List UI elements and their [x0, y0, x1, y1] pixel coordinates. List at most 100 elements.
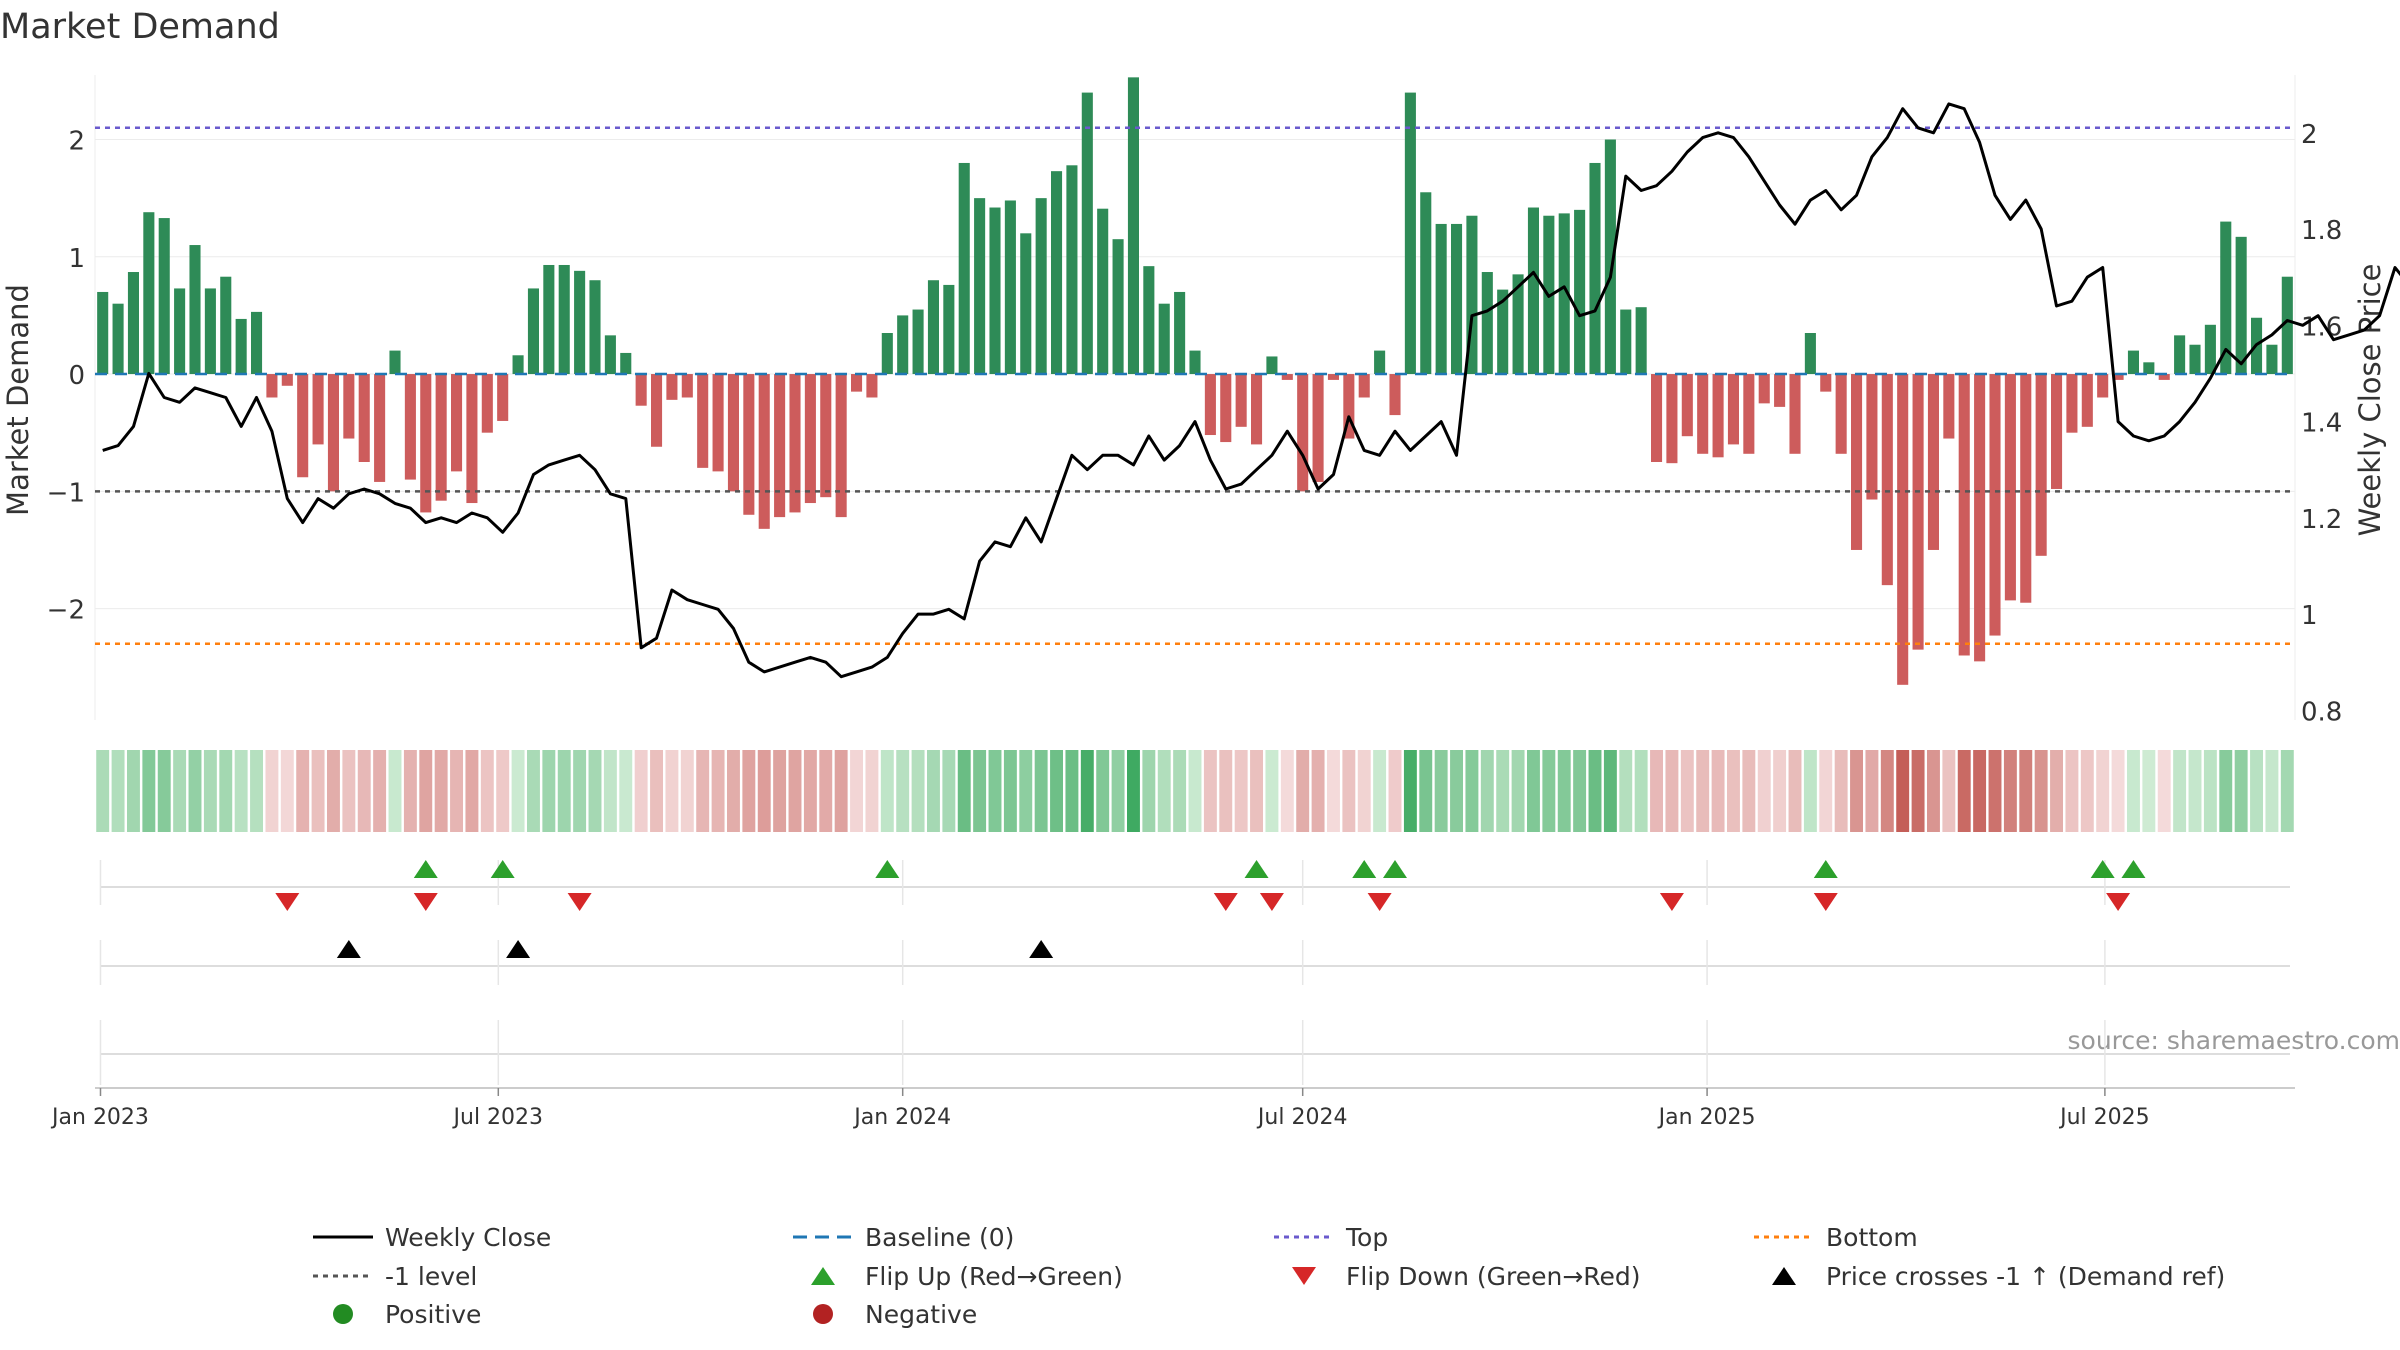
heat-cell [1557, 750, 1571, 832]
heat-cell [465, 750, 479, 832]
heat-cell [1450, 750, 1463, 832]
negative-bar [1820, 374, 1832, 392]
heat-cell [2219, 750, 2233, 832]
positive-bar [1020, 233, 1032, 375]
negative-bar [420, 374, 432, 513]
negative-bar [1927, 374, 1939, 550]
negative-bar [2081, 374, 2093, 427]
flip-up-marker [875, 860, 900, 878]
positive-bar [2189, 344, 2201, 375]
positive-bar [574, 270, 586, 375]
heat-cell [2142, 750, 2156, 832]
negative-bar [2112, 374, 2124, 380]
heat-cell [957, 750, 971, 832]
y-right-tick: 1.2 [2301, 505, 2342, 535]
x-axis: Jan 2023 Jul 2023 Jan 2024 Jul 2024 Jan 2025… [50, 1088, 2150, 1130]
heat-cell [1496, 750, 1510, 832]
heat-cell [1942, 750, 1956, 832]
legend-label: Baseline (0) [865, 1223, 1014, 1252]
negative-bar [374, 374, 386, 482]
heat-cell [773, 750, 787, 832]
negative-bar [697, 374, 709, 468]
heat-cell [1957, 750, 1971, 832]
heat-cell [896, 750, 910, 832]
negative-bar [1989, 374, 2001, 636]
heat-cell [496, 750, 510, 832]
negative-bar [2097, 374, 2109, 398]
heat-cell [988, 750, 1002, 832]
positive-bar [1481, 272, 1493, 375]
negative-bar [1204, 374, 1216, 436]
negative-bar [1866, 374, 1878, 500]
legend: Weekly Close Baseline (0) Top Bottom -1 leve… [313, 1223, 2225, 1329]
heat-cell [434, 750, 448, 832]
heat-cell [373, 750, 387, 832]
heat-cell [1173, 750, 1187, 832]
positive-bar [1081, 92, 1093, 375]
heat-cell [1311, 750, 1325, 832]
negative-bar [743, 374, 755, 515]
heat-cell [942, 750, 956, 832]
heat-cell [803, 750, 817, 832]
heat-cell [603, 750, 617, 832]
negative-bar [466, 374, 478, 504]
heat-cell [2096, 750, 2110, 832]
legend-label: Positive [385, 1300, 481, 1329]
positive-bar [174, 288, 186, 375]
negative-bar [2066, 374, 2078, 433]
heat-cell [1927, 750, 1940, 832]
y-right-tick: 1.6 [2301, 312, 2342, 342]
positive-bar [1374, 350, 1386, 375]
heat-cell [2111, 750, 2125, 832]
negative-bar [481, 374, 493, 433]
heat-cell [157, 750, 171, 832]
negative-bar [1297, 374, 1309, 492]
heat-cell [203, 750, 217, 832]
positive-bar [158, 218, 170, 375]
heat-cell [1603, 750, 1617, 832]
heat-cell [727, 750, 740, 832]
negative-bar [2004, 374, 2016, 601]
heat-cell [911, 750, 925, 832]
heat-cell [1803, 750, 1817, 832]
legend-swatch-triangle-up [1772, 1267, 1796, 1285]
negative-bar [358, 374, 370, 462]
heat-cell [1111, 750, 1125, 832]
positive-bar [1512, 274, 1524, 375]
x-tick-label: Jul 2024 [1256, 1105, 1348, 1130]
negative-bar [1912, 374, 1924, 650]
negative-bar [1835, 374, 1847, 454]
y-right-tick: 1.4 [2301, 409, 2342, 439]
heat-cell [1880, 750, 1894, 832]
heat-cell [1773, 750, 1787, 832]
heat-cell [1373, 750, 1387, 832]
heat-cell [1188, 750, 1202, 832]
positive-bar [1420, 192, 1432, 375]
legend-swatch-circle [813, 1304, 833, 1324]
y-left-tick: 0 [68, 361, 85, 391]
heat-cell [1850, 750, 1863, 832]
flip-up-marker [2121, 860, 2146, 878]
negative-bar [666, 374, 678, 400]
y-right-tick: 0.8 [2301, 697, 2342, 727]
heat-cell [1296, 750, 1310, 832]
heat-cell [1588, 750, 1602, 832]
positive-bar [1451, 223, 1463, 375]
positive-bar [543, 264, 555, 375]
positive-bar [974, 198, 986, 375]
heat-cell [250, 750, 263, 832]
positive-bar [897, 315, 909, 375]
positive-bar [97, 291, 109, 375]
positive-bar [2174, 335, 2186, 375]
heat-cell [634, 750, 648, 832]
y-axis-left-label: Market Demand [1, 284, 35, 516]
flip-down-marker [275, 893, 300, 911]
negative-bar [435, 374, 447, 501]
heat-cell [1096, 750, 1110, 832]
positive-bar [2204, 324, 2216, 375]
negative-bar [681, 374, 693, 398]
positive-bar [604, 335, 616, 375]
positive-bar [1589, 162, 1601, 375]
heat-cell [173, 750, 187, 832]
negative-bar [343, 374, 355, 439]
